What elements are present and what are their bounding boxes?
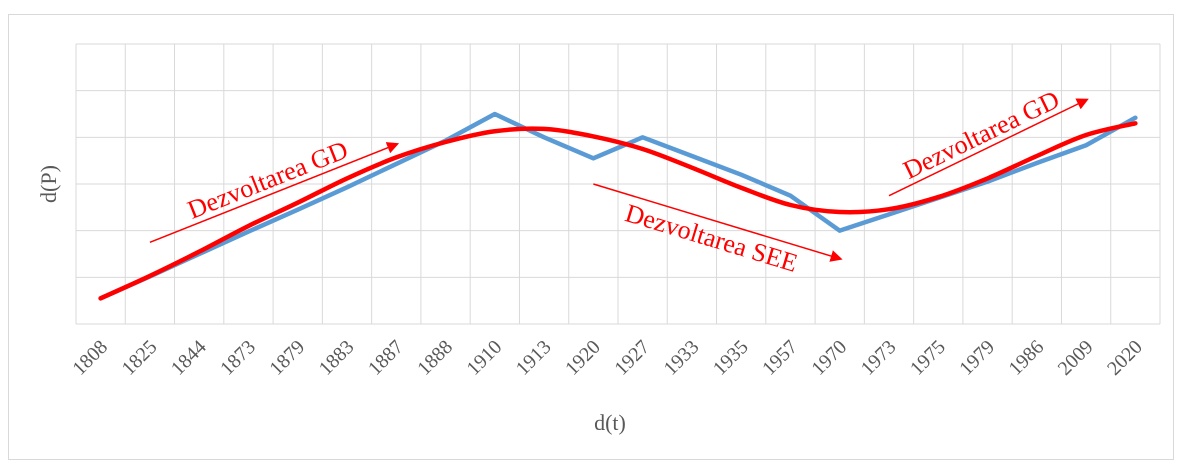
series-group [98,111,1138,301]
x-tick-label: 1920 [561,336,605,380]
x-tick-label: 1883 [315,336,359,380]
x-tick-label: 1913 [512,336,556,380]
series-line-2 [98,121,1138,301]
x-tick-label: 2009 [1054,336,1098,380]
x-tick-label: 1808 [68,336,112,380]
x-tick-label: 1927 [610,336,654,380]
x-tick-label: 1888 [413,336,457,380]
x-tick-label: 1910 [463,336,507,380]
annotation-label-1: Dezvoltarea GD [184,135,352,225]
annotation-label-3: Dezvoltarea GD [899,85,1064,185]
annotation-arrow-2 [593,183,843,262]
x-axis-title: d(t) [594,410,626,435]
annotation-arrow-1 [149,142,400,244]
annotation-arrow-3 [888,98,1089,197]
x-tick-labels: 1808 1825 1844 1873 1879 1883 1887 1888 1910 1913… [68,336,1147,380]
x-tick-label: 1844 [167,336,211,380]
x-tick-label: 1935 [709,336,753,380]
x-tick-label: 1825 [118,336,162,380]
x-tick-label: 1979 [955,336,999,380]
x-tick-label: 1975 [906,336,950,380]
x-tick-label: 1973 [857,336,901,380]
x-tick-label: 1957 [758,336,802,380]
x-tick-label: 1986 [1005,336,1049,380]
grid [75,43,1161,325]
x-tick-label: 1873 [216,336,260,380]
x-tick-label: 1933 [660,336,704,380]
x-tick-label: 1887 [364,336,408,380]
x-tick-label: 2020 [1103,336,1147,380]
y-axis-title: d(P) [36,165,61,203]
chart-frame [8,14,1174,460]
x-tick-label: 1970 [807,336,851,380]
x-tick-label: 1879 [265,336,309,380]
